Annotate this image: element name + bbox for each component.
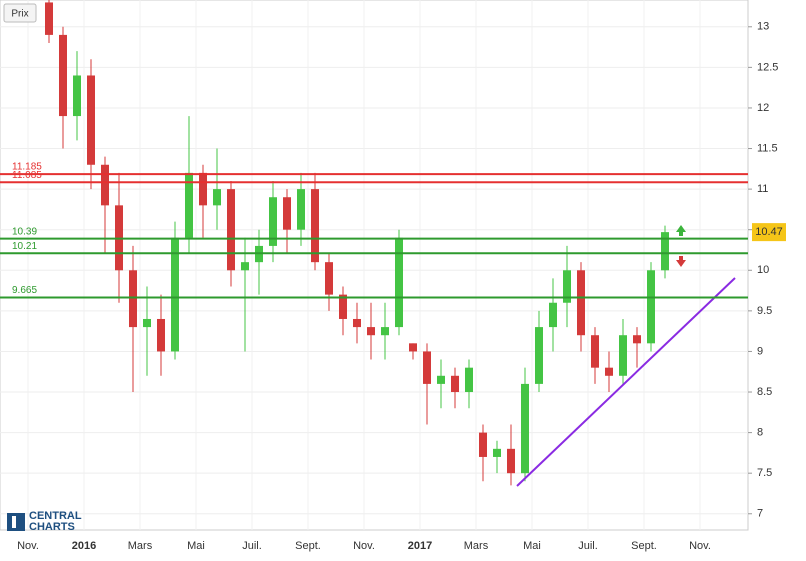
prix-button-label[interactable]: Prix [11,9,28,20]
candle-body [325,262,333,295]
y-tick-label: 11.5 [757,142,778,154]
candle-body [59,34,67,117]
candle-body [507,448,515,474]
candle-body [171,237,179,352]
logo-text: CHARTS [29,521,75,533]
candle-body [437,375,445,384]
candle-body [269,197,277,246]
trend-line [516,277,736,487]
last-price-tag [752,223,786,242]
candle-body [647,270,655,344]
x-tick-label: Sept. [295,540,321,552]
y-tick-label: 12.5 [757,61,778,73]
level-label: 10.39 [12,226,37,237]
level-label: 11.185 [12,162,42,173]
candle-body [605,367,613,376]
y-tick-label: 11 [757,183,768,195]
candle-body [535,327,543,384]
candle-body [633,335,641,344]
x-tick-label: Mai [523,540,541,552]
candle-body [143,318,151,328]
x-tick-label: Nov. [353,540,375,552]
candle-body [661,232,669,271]
logo-icon-bar [12,516,16,528]
candle-body [129,270,137,328]
x-tick-label: Juil. [242,540,262,552]
level-label: 10.21 [12,241,37,252]
candle-body [521,383,529,474]
candle-body [101,164,109,206]
plot-frame [0,0,749,531]
candle-body [241,262,249,271]
y-tick-label: 7.5 [757,467,772,479]
x-tick-label: Nov. [689,540,711,552]
x-tick-label: 2016 [72,540,96,552]
candle-body [199,172,207,206]
y-tick-label: 8.5 [757,386,772,398]
candle-body [213,189,221,206]
candle-body [423,351,431,384]
candle-body [367,327,375,336]
candle-body [339,294,347,319]
candle-body [311,189,319,263]
candle-body [591,335,599,368]
y-tick-label: 13 [757,21,769,33]
candle-body [549,302,557,328]
marks [45,0,669,486]
grid [0,0,748,530]
up-arrow [676,225,686,236]
candle-body [451,375,459,393]
level-label: 9.665 [12,285,37,296]
y-tick-label: 9.5 [757,305,772,317]
x-tick-label: Juil. [578,540,598,552]
candle-body [493,448,501,457]
candle-body [465,367,473,393]
y-tick-label: 10 [757,264,769,276]
candle-body [381,327,389,336]
x-tick-label: Mai [187,540,205,552]
x-tick-label: Sept. [631,540,657,552]
logo-text: CENTRAL [29,510,82,522]
candle-body [409,343,417,352]
candle-body [479,432,487,457]
candle-body [353,318,361,328]
x-tick-label: Mars [128,540,153,552]
candle-body [185,172,193,238]
candle-body [563,270,571,303]
level-label: 11.085 [12,170,42,181]
y-tick-label: 7 [757,508,763,520]
x-tick-label: Nov. [17,540,39,552]
down-arrow [676,256,686,267]
candle-body [395,237,403,328]
x-tick-label: Mars [464,540,489,552]
y-tick-label: 12 [757,102,769,114]
candle-body [227,189,235,271]
candle-body [87,75,95,165]
candle-body [577,270,585,336]
last-price-label: 10.47 [755,226,783,238]
candle-body [73,75,81,117]
y-tick-label: 9 [757,345,763,357]
x-tick-label: 2017 [408,540,432,552]
candle-body [283,197,291,230]
prix-button[interactable] [3,3,37,23]
candle-body [297,189,305,230]
candle-body [45,2,53,35]
candle-body [157,318,165,352]
candle-body [619,335,627,376]
y-tick-label: 8 [757,427,763,439]
